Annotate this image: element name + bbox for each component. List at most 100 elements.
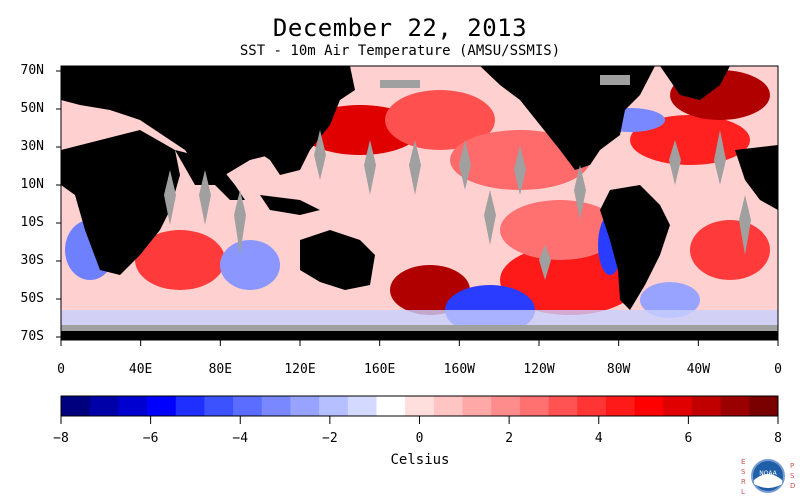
longitude-label: 160E <box>364 362 396 377</box>
warm-patch <box>135 230 225 290</box>
swath <box>539 245 551 280</box>
warm-patch <box>500 200 620 260</box>
svg-text:P: P <box>790 462 794 470</box>
land-masses <box>61 66 778 340</box>
land-antarctica <box>61 330 778 340</box>
swath <box>164 170 176 225</box>
colorbar-swatch <box>61 396 91 416</box>
latitude-label: 30N <box>20 139 44 154</box>
esrl-psd-noaa-logo: NOAA E S R L P S D <box>738 454 798 498</box>
land-north-america <box>480 66 655 170</box>
colorbar-swatch <box>634 396 664 416</box>
svg-text:D: D <box>790 482 795 490</box>
colorbar-tick-label: 6 <box>684 431 693 446</box>
longitude-label: 0 <box>774 362 782 377</box>
colorbar-swatch <box>405 396 435 416</box>
colorbar-swatch <box>605 396 636 416</box>
svg-text:NOAA: NOAA <box>759 470 777 477</box>
colorbar-swatch <box>548 396 578 416</box>
colorbar-tick-label: 2 <box>505 431 514 446</box>
colorbar-swatch <box>89 396 119 416</box>
colorbar-ticks <box>60 416 779 424</box>
swath <box>364 140 376 195</box>
colorbar-tick-label: −8 <box>53 431 69 446</box>
colorbar-swatch <box>290 396 320 416</box>
colorbar-swatch <box>204 396 234 416</box>
colorbar-swatch <box>433 396 464 416</box>
swath <box>739 195 751 255</box>
colorbar-tick-label: 8 <box>774 431 782 446</box>
longitude-label: 120E <box>284 362 316 377</box>
sea-ice <box>380 80 420 88</box>
longitude-label: 40E <box>128 362 153 377</box>
colorbar-swatch <box>519 396 550 416</box>
colorbar-tick-label: 0 <box>415 431 424 446</box>
lon-ticks <box>60 340 779 346</box>
swath <box>234 190 246 255</box>
latitude-label: 10N <box>20 177 44 192</box>
land-greenland <box>660 66 730 100</box>
land-south-america <box>600 185 670 310</box>
swath <box>514 145 526 195</box>
colorbar-swatch <box>720 396 750 416</box>
land-east-asia <box>250 66 355 175</box>
swath <box>484 190 496 245</box>
longitude-label: 80W <box>606 362 631 377</box>
colorbar-swatch <box>118 396 148 416</box>
latitude-label: 50S <box>20 291 44 306</box>
colorbar-swatch <box>233 396 263 416</box>
colorbar-swatch <box>749 396 779 416</box>
colorbar-swatch <box>462 396 492 416</box>
swath <box>199 170 211 225</box>
latitude-label: 70N <box>20 63 44 78</box>
longitude-label: 120W <box>523 362 555 377</box>
colorbar-tick-label: −4 <box>232 431 249 446</box>
svg-text:L: L <box>741 488 745 496</box>
warm-patch <box>385 90 495 150</box>
swath <box>459 140 471 190</box>
colorbar-tick-label: −6 <box>142 431 159 446</box>
map-frame <box>60 65 779 341</box>
swath <box>314 130 326 180</box>
swath <box>669 140 681 185</box>
colorbar-swatch <box>691 396 722 416</box>
colorbar-swatch <box>663 396 693 416</box>
cool-patch <box>640 282 700 318</box>
latitude-label: 70S <box>20 329 44 344</box>
svg-text:E: E <box>741 458 745 466</box>
land-africa <box>61 130 180 275</box>
swath <box>714 130 726 185</box>
colorbar-tick-label: 4 <box>594 431 603 446</box>
sea-ice <box>600 75 630 85</box>
colorbar-swatch <box>319 396 349 416</box>
latitude-label: 10S <box>20 215 44 230</box>
colorbar-swatch <box>376 396 406 416</box>
no-data-swaths <box>61 75 778 331</box>
land-australia <box>300 230 375 290</box>
land-arabia-india <box>175 150 245 200</box>
longitude-label: 80E <box>208 362 233 377</box>
colorbar-tick-label: −2 <box>322 431 338 446</box>
land-indonesia <box>260 195 320 215</box>
svg-text:S: S <box>790 472 795 480</box>
swath <box>574 165 586 220</box>
colorbar-swatch <box>577 396 607 416</box>
chart-title: December 22, 2013 <box>272 14 528 42</box>
sea-ice <box>61 325 778 331</box>
colorbar-swatch <box>261 396 291 416</box>
cool-band <box>61 310 778 326</box>
cool-patch <box>220 240 280 290</box>
warm-patch <box>690 220 770 280</box>
colorbar-swatch <box>175 396 205 416</box>
longitude-label: 0 <box>57 362 65 377</box>
lat-ticks <box>56 70 61 338</box>
longitude-label: 160W <box>443 362 475 377</box>
svg-text:S: S <box>741 468 746 476</box>
chart-subtitle: SST - 10m Air Temperature (AMSU/SSMIS) <box>239 43 561 59</box>
colorbar-swatch <box>347 396 377 416</box>
latitude-label: 30S <box>20 253 44 268</box>
svg-text:R: R <box>741 478 746 486</box>
latitude-label: 50N <box>20 101 44 116</box>
colorbar-swatch <box>491 396 521 416</box>
